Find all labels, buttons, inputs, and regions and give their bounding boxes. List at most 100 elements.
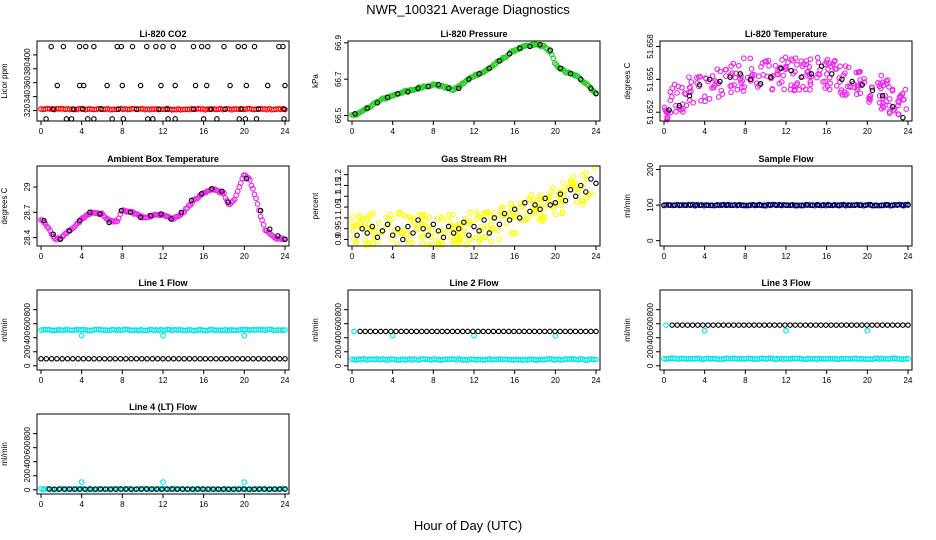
data-point xyxy=(560,188,567,195)
data-point xyxy=(261,356,267,362)
x-tick-label: 8 xyxy=(431,252,436,261)
data-point xyxy=(38,356,44,362)
data-point xyxy=(701,327,708,334)
data-point xyxy=(723,66,730,73)
data-point xyxy=(737,71,743,77)
data-point xyxy=(714,202,720,208)
data-point xyxy=(354,232,360,238)
x-tick-label: 8 xyxy=(120,127,125,136)
data-point xyxy=(876,92,883,99)
data-point xyxy=(787,322,793,328)
data-point xyxy=(771,322,778,328)
data-point xyxy=(903,106,910,112)
data-point xyxy=(280,43,286,50)
data-point xyxy=(756,202,763,208)
y-tick-label: 600 xyxy=(23,316,32,330)
data-point xyxy=(450,212,456,218)
y-axis-label: kPa xyxy=(311,74,320,88)
x-tick-label: 0 xyxy=(39,500,44,509)
data-point xyxy=(51,486,58,492)
data-point xyxy=(900,322,906,328)
data-point xyxy=(528,192,535,198)
data-point xyxy=(75,356,81,362)
data-point xyxy=(822,78,828,85)
data-point xyxy=(129,43,136,50)
data-point xyxy=(522,209,529,215)
data-point xyxy=(213,356,219,362)
data-point xyxy=(687,202,694,208)
data-point xyxy=(526,328,533,335)
data-point xyxy=(757,80,764,87)
data-point xyxy=(434,328,440,335)
data-point xyxy=(719,91,726,97)
data-series xyxy=(357,328,599,335)
data-point xyxy=(852,202,858,208)
data-point xyxy=(418,234,424,241)
data-point xyxy=(169,486,175,492)
data-point xyxy=(394,90,401,97)
data-point xyxy=(536,200,543,207)
data-point xyxy=(61,486,68,492)
data-point xyxy=(799,63,806,70)
data-point xyxy=(788,67,794,74)
data-point xyxy=(557,328,563,335)
y-tick-label: 200 xyxy=(334,345,343,359)
data-point xyxy=(275,233,281,239)
data-point xyxy=(720,322,727,328)
data-point xyxy=(449,224,456,231)
data-point xyxy=(408,328,415,335)
data-point xyxy=(384,94,391,101)
data-point xyxy=(197,356,203,362)
data-point xyxy=(425,232,431,238)
data-point xyxy=(461,219,467,225)
data-point xyxy=(496,58,503,64)
data-point xyxy=(353,238,360,245)
data-point xyxy=(767,74,774,80)
data-point xyxy=(471,223,477,230)
data-series xyxy=(349,41,599,119)
data-point xyxy=(362,328,369,335)
data-point xyxy=(709,73,716,79)
data-point xyxy=(853,91,860,98)
data-point xyxy=(681,90,688,97)
data-point xyxy=(552,211,559,218)
data-point xyxy=(689,322,696,328)
data-point xyxy=(388,328,394,335)
data-point xyxy=(85,116,91,122)
data-point xyxy=(143,43,150,50)
data-point xyxy=(583,195,590,201)
data-point xyxy=(886,102,893,109)
data-point xyxy=(727,83,734,89)
data-point xyxy=(669,322,675,328)
data-point xyxy=(43,116,49,122)
data-point xyxy=(782,322,788,328)
y-tick-label: 380 xyxy=(23,62,32,76)
data-point xyxy=(776,80,783,87)
data-point xyxy=(857,202,864,208)
data-point xyxy=(588,176,594,182)
data-point xyxy=(590,356,597,363)
data-point xyxy=(900,114,906,121)
chart-panel-7: Line 1 Flow ml/min 0 4 8 12 16 20 24 0 20040060080… xyxy=(0,278,290,385)
x-tick-label: 4 xyxy=(390,376,395,385)
data-point xyxy=(700,322,706,328)
data-point xyxy=(251,43,258,50)
data-point xyxy=(796,86,802,93)
data-point xyxy=(761,322,768,328)
data-point xyxy=(479,223,485,230)
y-tick-label: 28.4 xyxy=(23,229,32,245)
chart-title: Sample Flow xyxy=(758,154,814,164)
data-point xyxy=(783,202,789,208)
data-point xyxy=(245,356,251,362)
data-point xyxy=(830,202,837,208)
data-point xyxy=(674,89,680,96)
data-point xyxy=(710,322,716,328)
data-point xyxy=(459,328,466,335)
data-point xyxy=(766,322,773,328)
data-point xyxy=(154,356,161,362)
data-point xyxy=(66,228,73,234)
data-point xyxy=(265,228,272,235)
data-point xyxy=(192,82,199,89)
x-tick-label: 4 xyxy=(79,376,84,385)
data-point xyxy=(430,221,437,228)
